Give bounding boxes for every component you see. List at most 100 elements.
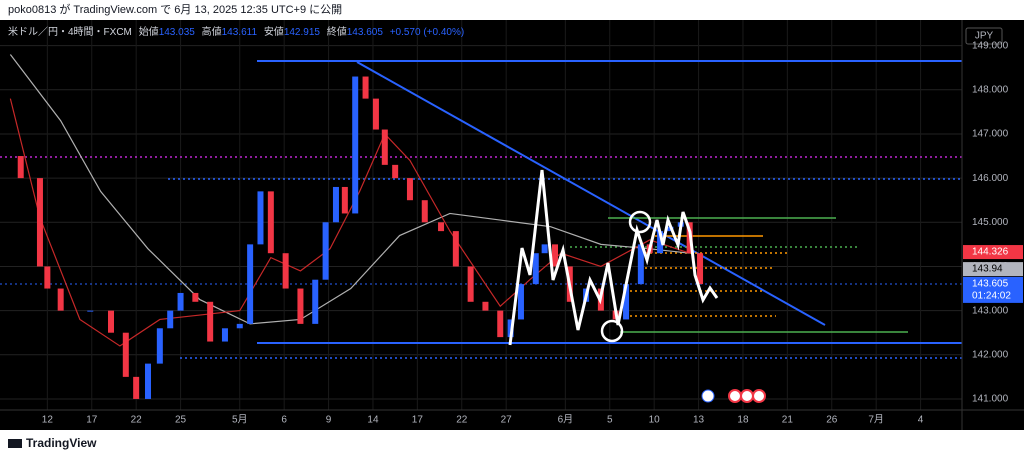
price-tag-label: 143.605 xyxy=(972,279,1009,290)
y-tick-label: 149.000 xyxy=(972,40,1009,51)
brand-logo xyxy=(8,439,22,449)
candle xyxy=(156,328,163,364)
candle xyxy=(322,222,329,280)
x-tick-label: 12 xyxy=(42,415,54,426)
y-tick-label: 147.000 xyxy=(972,129,1009,140)
low-label: 安値 xyxy=(264,25,284,38)
open-label: 始値 xyxy=(139,25,159,38)
y-tick-label: 141.000 xyxy=(972,394,1009,405)
candle xyxy=(392,164,399,179)
x-tick-label: 10 xyxy=(649,415,661,426)
ohlc-legend: 米ドル／円・4時間・FXCM 始値143.035 高値143.611 安値142… xyxy=(8,25,464,38)
y-tick-label: 143.000 xyxy=(972,305,1009,316)
countdown: 01:24:02 xyxy=(972,291,1011,302)
candle xyxy=(381,129,388,165)
candle xyxy=(341,186,348,214)
x-tick-label: 14 xyxy=(367,415,379,426)
currency-box xyxy=(965,27,1003,45)
price-tag xyxy=(963,276,1023,303)
highlight-circle xyxy=(600,319,624,343)
candle xyxy=(57,288,64,311)
publish-info: poko0813 が TradingView.com で 6月 13, 2025… xyxy=(0,0,1024,20)
candle xyxy=(438,222,445,232)
x-tick-label: 6月 xyxy=(558,414,574,426)
x-tick-label: 25 xyxy=(175,415,187,426)
x-tick-label: 27 xyxy=(501,415,513,426)
candle xyxy=(267,191,274,254)
price-axis xyxy=(962,20,1024,430)
candle xyxy=(372,98,379,130)
x-tick-label: 18 xyxy=(737,415,749,426)
open-value: 143.035 xyxy=(159,27,196,38)
candle xyxy=(657,231,664,254)
close-value: 143.605 xyxy=(347,27,384,38)
price-tag-label: 143.94 xyxy=(972,264,1003,275)
x-tick-label: 5月 xyxy=(232,414,248,426)
candle xyxy=(36,178,43,267)
candle xyxy=(697,253,704,285)
candle xyxy=(452,231,459,267)
candle xyxy=(482,301,489,311)
candle xyxy=(623,284,630,320)
candle xyxy=(541,244,548,254)
y-tick-label: 142.000 xyxy=(972,349,1009,360)
drawings xyxy=(0,60,962,359)
candle xyxy=(467,266,474,302)
candle xyxy=(352,76,359,214)
high-label: 高値 xyxy=(202,25,222,38)
candle xyxy=(282,253,289,289)
candle xyxy=(108,310,114,333)
candle xyxy=(17,156,24,179)
x-tick-label: 4 xyxy=(918,415,924,426)
x-tick-label: 22 xyxy=(131,415,143,426)
price-tag xyxy=(963,245,1023,260)
background xyxy=(0,20,1024,430)
candle xyxy=(637,244,644,285)
candle xyxy=(192,292,199,302)
candle xyxy=(421,200,428,223)
y-tick-label: 145.000 xyxy=(972,217,1009,228)
brand-name: TradingView xyxy=(26,436,97,450)
candle xyxy=(87,310,94,312)
low-value: 142.915 xyxy=(284,27,321,38)
candle xyxy=(207,301,214,342)
event-icon xyxy=(752,389,766,403)
candle xyxy=(247,244,254,324)
x-tick-label: 6 xyxy=(281,415,287,426)
x-tick-label: 5 xyxy=(607,415,613,426)
y-tick-label: 148.000 xyxy=(972,84,1009,95)
x-tick-label: 9 xyxy=(326,415,332,426)
close-label: 終値 xyxy=(327,25,347,38)
x-tick-label: 17 xyxy=(412,415,424,426)
candle xyxy=(257,191,264,245)
candle xyxy=(312,279,319,324)
candle xyxy=(145,363,151,399)
zigzag-line xyxy=(508,169,719,346)
grid xyxy=(0,20,962,410)
trend-line xyxy=(356,61,826,326)
candle xyxy=(362,76,369,99)
zigzag-drawing xyxy=(508,169,719,346)
candle xyxy=(221,328,228,342)
change: +0.570 (+0.40%) xyxy=(390,27,465,38)
price-tag-label: 144.326 xyxy=(972,247,1009,258)
candle xyxy=(517,284,524,320)
chart: JPY 米ドル／円・4時間・FXCM 始値143.035 高値143.611 安… xyxy=(0,20,1024,430)
candle xyxy=(332,186,339,223)
x-tick-label: 7月 xyxy=(868,414,884,426)
x-tick-label: 22 xyxy=(456,415,468,426)
candle xyxy=(122,332,129,377)
candle xyxy=(497,310,504,338)
symbol: 米ドル／円・4時間・FXCM xyxy=(8,25,132,38)
y-tick-label: 146.000 xyxy=(972,173,1009,184)
candle xyxy=(406,178,413,201)
moving-average xyxy=(9,54,690,325)
event-icon xyxy=(740,389,754,403)
event-icon xyxy=(728,389,742,403)
candle xyxy=(177,292,184,311)
high-value: 143.611 xyxy=(222,27,258,38)
candle xyxy=(167,310,174,329)
highlight-circle xyxy=(628,210,652,234)
candle xyxy=(297,288,304,324)
